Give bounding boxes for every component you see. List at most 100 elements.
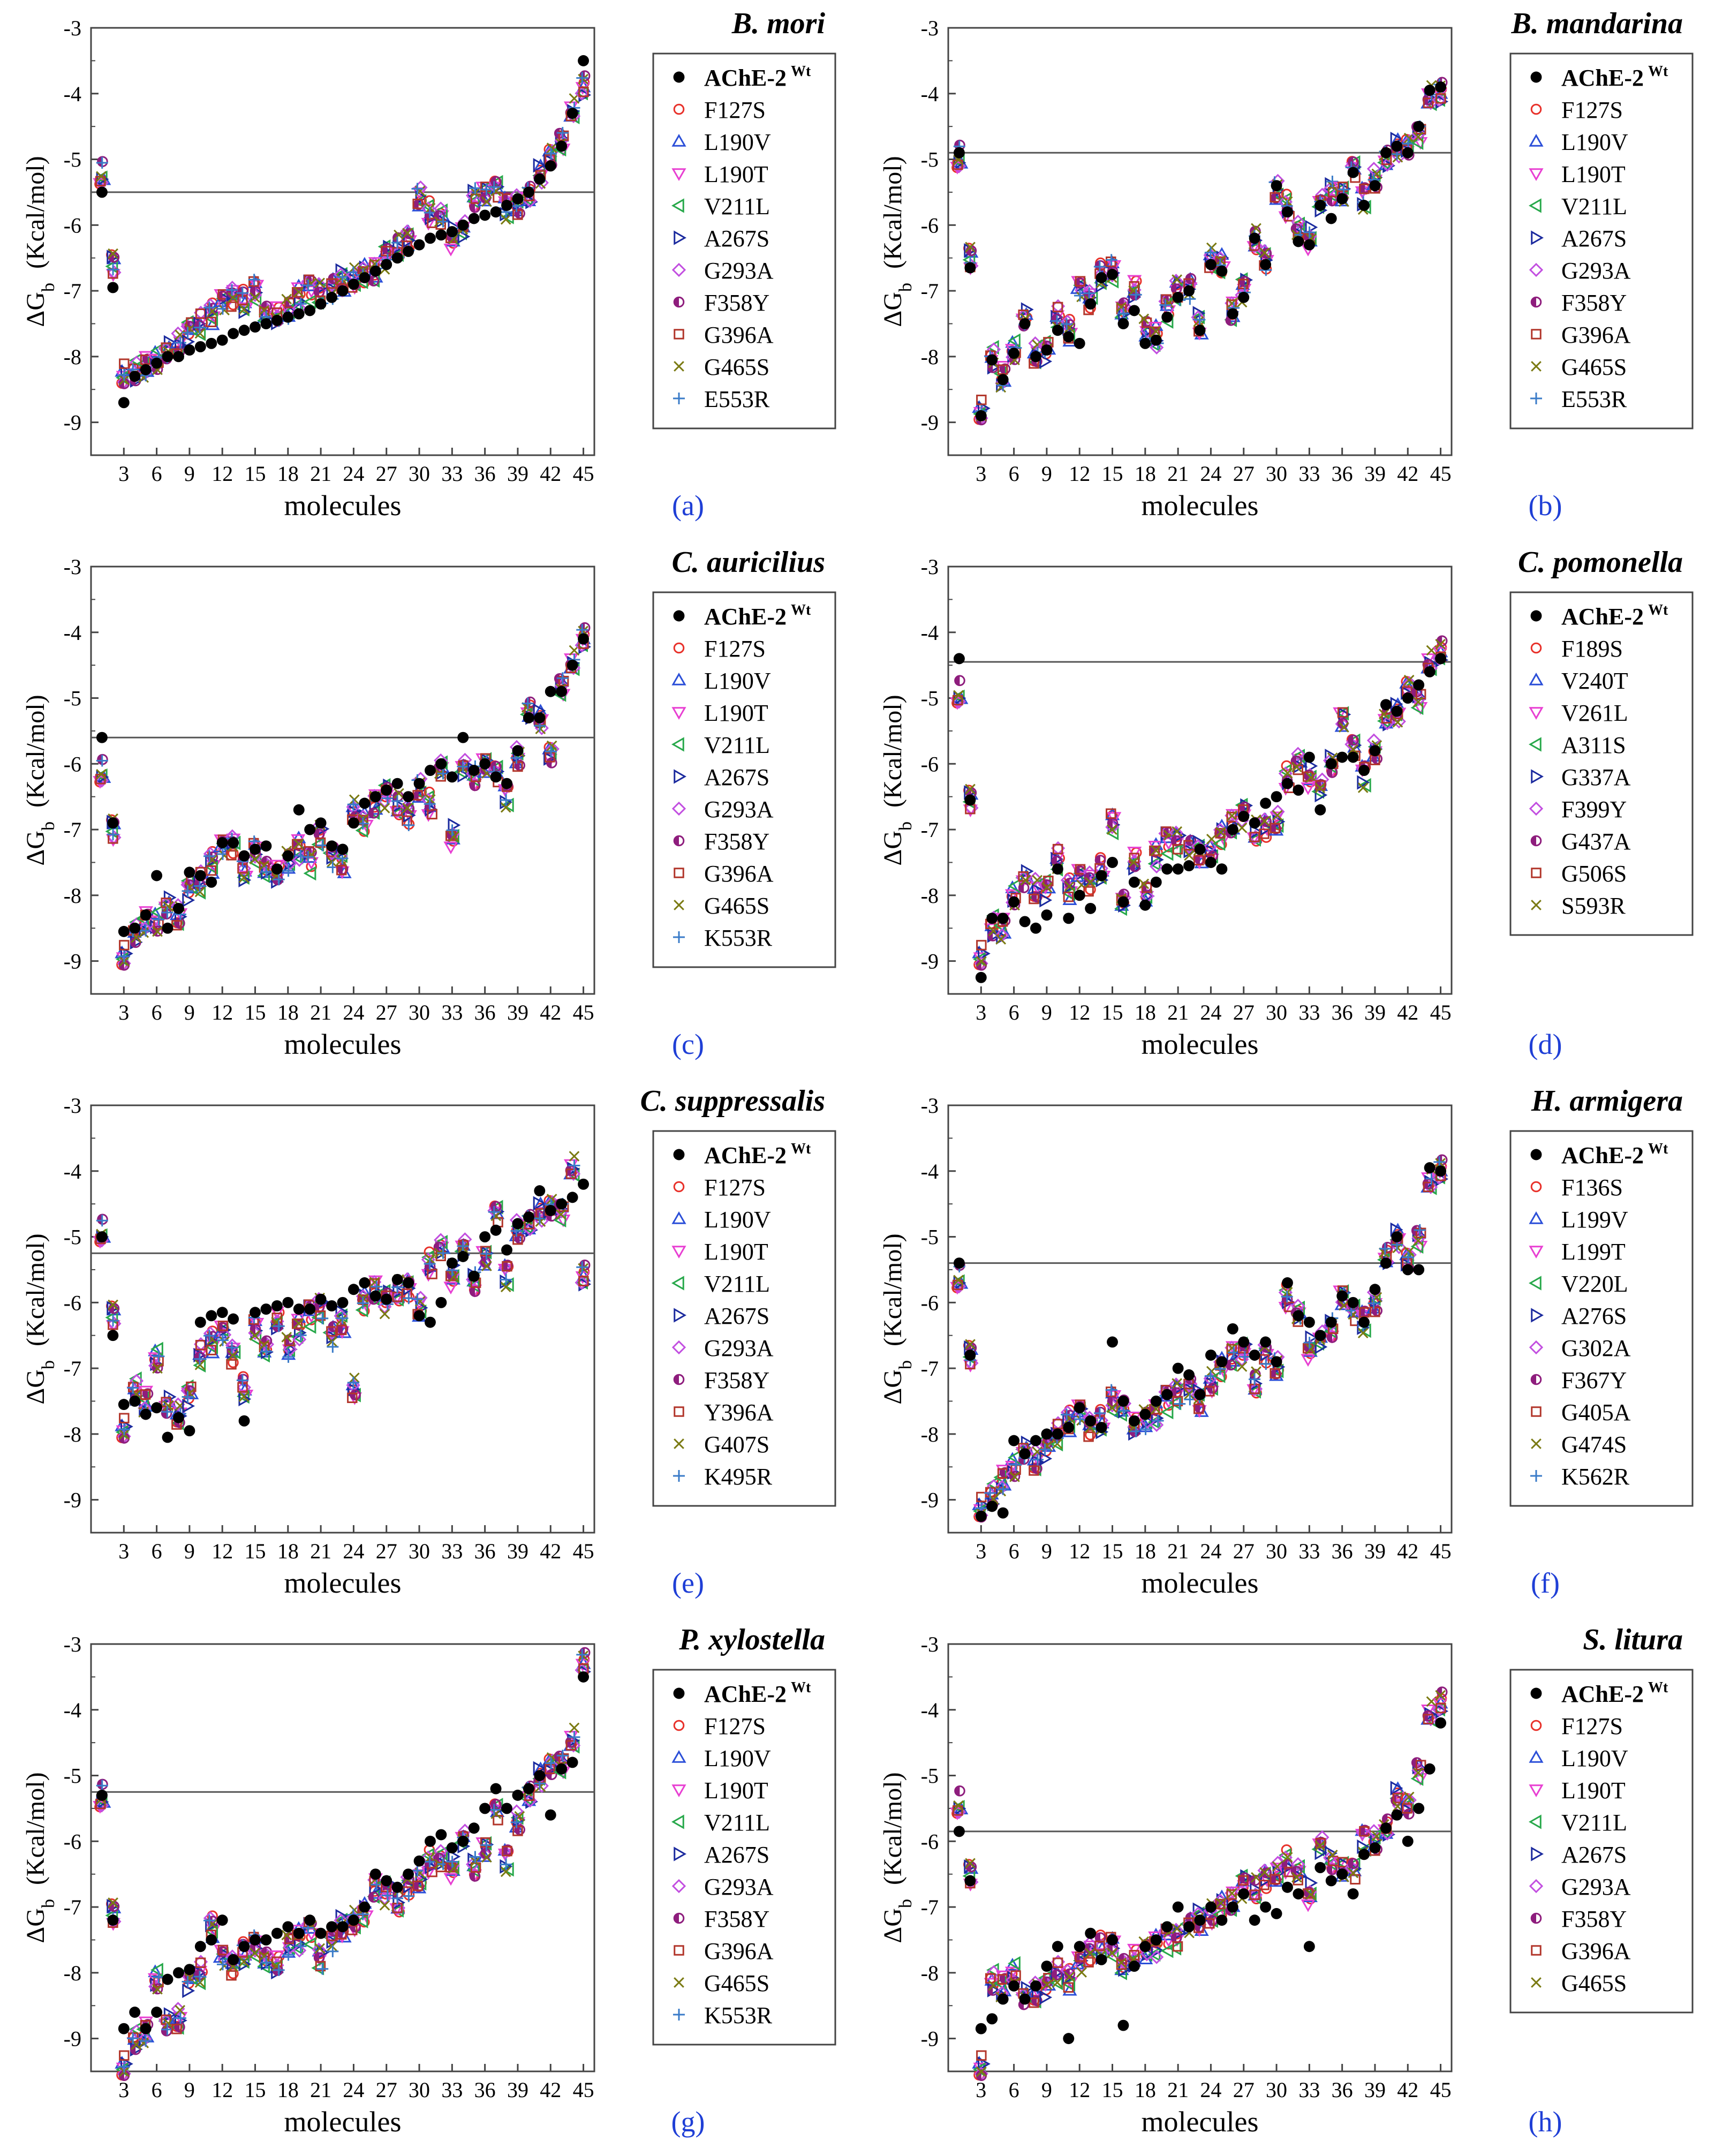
wt-point xyxy=(1391,1809,1403,1821)
mutant-point xyxy=(1207,1914,1218,1926)
mutant-point xyxy=(498,1845,513,1860)
wt-point xyxy=(162,351,173,363)
mutant-point xyxy=(1305,1330,1318,1345)
mutant-point xyxy=(250,292,260,303)
mutant-point xyxy=(1227,810,1237,821)
mutant-point xyxy=(369,1277,380,1288)
mutant-point xyxy=(965,783,976,795)
mutant-point xyxy=(545,1763,555,1774)
x-tick-label: 15 xyxy=(1102,2078,1123,2102)
legend-box xyxy=(652,1669,836,2046)
wt-point xyxy=(271,863,283,875)
mutant-point xyxy=(148,1343,163,1356)
mutant-point xyxy=(205,860,218,875)
mutant-point xyxy=(446,824,458,836)
mutant-point xyxy=(490,759,503,774)
mutant-point xyxy=(119,940,130,951)
legend-marker xyxy=(674,1438,684,1449)
y-tick-label: -9 xyxy=(921,2027,939,2051)
wt-point xyxy=(1205,259,1217,270)
legend-label: A311S xyxy=(1561,732,1626,758)
mutant-point xyxy=(480,1837,491,1848)
legend-marker xyxy=(1528,1814,1542,1829)
mutant-point xyxy=(500,1273,512,1286)
legend-label: F127S xyxy=(704,1174,766,1201)
wt-point xyxy=(1413,120,1425,132)
x-tick-label: 27 xyxy=(1233,462,1255,486)
wt-point xyxy=(1194,1389,1206,1400)
wt-point xyxy=(490,1224,502,1236)
legend-marker xyxy=(673,1181,685,1193)
wt-point xyxy=(1139,899,1151,911)
mutant-point xyxy=(1250,1882,1263,1897)
wt-point xyxy=(534,1770,546,1781)
mutant-point xyxy=(1149,318,1164,331)
wt-point xyxy=(413,778,425,789)
mutant-point xyxy=(1105,808,1116,819)
wt-point xyxy=(1019,1993,1031,2005)
wt-point xyxy=(1128,876,1140,888)
legend-marker xyxy=(1530,642,1542,654)
legend-label: G293A xyxy=(1561,258,1631,284)
wt-point xyxy=(523,1783,534,1795)
wt-point xyxy=(534,712,546,723)
x-tick-label: 30 xyxy=(409,2078,430,2102)
wt-point xyxy=(1336,1290,1348,1302)
panel-title: B. mandarina xyxy=(1510,7,1683,40)
mutant-point xyxy=(413,1876,427,1891)
mutant-point xyxy=(1150,326,1161,337)
mutant-point xyxy=(152,1984,163,1995)
legend-label: V211L xyxy=(704,1271,770,1297)
legend-marker xyxy=(671,1246,686,1259)
mutant-point xyxy=(182,1983,195,1999)
mutant-point xyxy=(206,316,217,327)
legend-marker xyxy=(674,1945,684,1956)
wt-point xyxy=(326,1921,338,1933)
wt-point xyxy=(490,206,502,218)
mutant-point xyxy=(568,1159,580,1172)
mutant-point xyxy=(448,1271,459,1283)
wt-point xyxy=(1293,236,1304,247)
panel-title: P. xylostella xyxy=(678,1623,825,1656)
mutant-point xyxy=(1029,893,1039,904)
mutant-point xyxy=(273,1320,285,1332)
mutant-point xyxy=(257,1348,270,1363)
mutant-point xyxy=(194,886,206,898)
legend-marker xyxy=(671,737,684,752)
wt-point xyxy=(1435,1165,1447,1177)
mutant-point xyxy=(1271,804,1285,819)
x-tick-label: 24 xyxy=(343,1539,364,1563)
x-tick-label: 12 xyxy=(211,2078,233,2102)
mutant-point xyxy=(1127,1943,1142,1957)
legend-marker xyxy=(1530,1720,1542,1731)
x-tick-label: 9 xyxy=(1041,1539,1052,1563)
mutant-point xyxy=(1281,760,1293,772)
x-tick-label: 9 xyxy=(184,1539,195,1563)
mutant-point xyxy=(182,893,195,908)
wt-point xyxy=(1402,692,1414,704)
mutant-point xyxy=(292,1943,307,1958)
mutant-point xyxy=(194,1971,206,1983)
wt-point xyxy=(975,410,987,421)
wt-point xyxy=(1336,751,1348,763)
mutant-point xyxy=(259,305,270,316)
mutant-point xyxy=(226,1359,237,1370)
wt-point xyxy=(975,971,987,983)
wt-point xyxy=(1074,1941,1085,1953)
wt-point xyxy=(425,232,436,244)
wt-point xyxy=(1325,1316,1337,1328)
wt-point xyxy=(1303,1941,1315,1953)
y-tick-label: -3 xyxy=(921,1094,939,1118)
wt-point xyxy=(403,791,414,803)
wt-point xyxy=(1205,857,1217,868)
mutant-point xyxy=(546,142,557,154)
wt-point xyxy=(1085,1927,1097,1939)
mutant-point xyxy=(1141,882,1152,893)
mutant-point xyxy=(1204,246,1217,259)
mutant-point xyxy=(1249,1373,1261,1385)
mutant-point xyxy=(1193,855,1204,866)
wt-point xyxy=(107,1330,119,1341)
wt-point xyxy=(369,791,381,803)
mutant-point xyxy=(1150,859,1164,874)
legend-label: F358Y xyxy=(1561,290,1627,316)
